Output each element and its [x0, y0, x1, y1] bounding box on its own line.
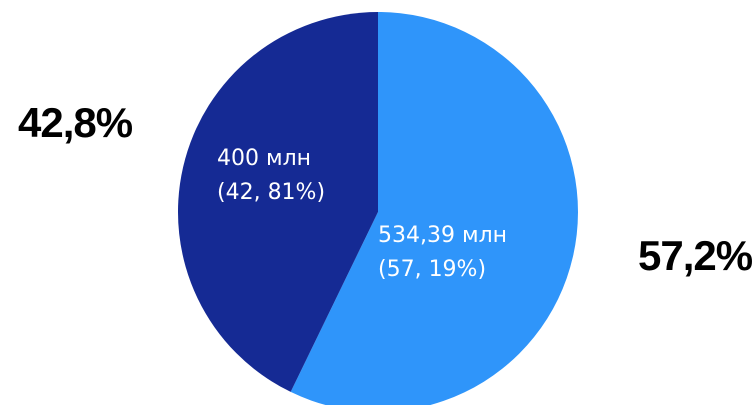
slice-0-outer-percent: 57,2% — [638, 232, 753, 279]
slice-1-outer-percent: 42,8% — [18, 99, 133, 146]
pie-labels: 534,39 млн (57, 19%) 57,2% 400 млн (42, 81%)… — [18, 99, 754, 282]
slice-1-percent-label: (42, 81%) — [217, 180, 325, 205]
pie-slice-1 — [177, 11, 378, 392]
slice-0-value-label: 534,39 млн — [378, 223, 507, 248]
pie-slice-0 — [290, 12, 578, 405]
slice-1-value-label: 400 млн — [217, 146, 311, 171]
slice-0-percent-label: (57, 19%) — [378, 257, 486, 282]
pie-slices — [177, 11, 578, 405]
